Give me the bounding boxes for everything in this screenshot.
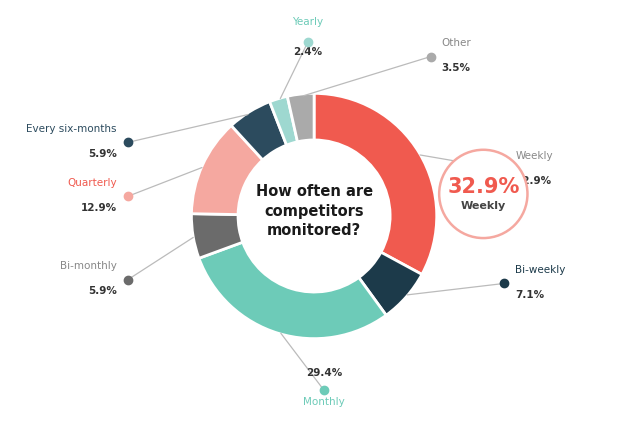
Text: 32.9%: 32.9% [515, 175, 551, 185]
Text: 29.4%: 29.4% [306, 368, 342, 378]
Text: Every six-months: Every six-months [26, 124, 117, 134]
Text: Monthly: Monthly [303, 397, 345, 407]
Text: Weekly: Weekly [461, 201, 506, 211]
Text: Weekly: Weekly [515, 151, 553, 161]
Text: Bi-monthly: Bi-monthly [60, 261, 117, 271]
Wedge shape [288, 93, 314, 142]
Wedge shape [192, 214, 242, 258]
Text: 2.4%: 2.4% [293, 47, 323, 57]
Wedge shape [192, 126, 263, 215]
Wedge shape [199, 242, 386, 339]
Text: 3.5%: 3.5% [441, 63, 470, 73]
Text: 5.9%: 5.9% [88, 149, 117, 159]
Text: 7.1%: 7.1% [515, 289, 544, 299]
Text: Yearly: Yearly [293, 17, 323, 27]
Wedge shape [314, 93, 436, 274]
Text: Bi-weekly: Bi-weekly [515, 265, 566, 275]
Text: Other: Other [441, 38, 472, 48]
Text: How often are
competitors
monitored?: How often are competitors monitored? [256, 184, 372, 238]
Wedge shape [269, 96, 298, 145]
Text: 32.9%: 32.9% [447, 177, 519, 197]
Circle shape [439, 150, 528, 238]
Text: 12.9%: 12.9% [80, 203, 117, 213]
Wedge shape [359, 252, 422, 315]
Text: 5.9%: 5.9% [88, 286, 117, 296]
Wedge shape [231, 102, 286, 160]
Text: Quarterly: Quarterly [67, 178, 117, 188]
